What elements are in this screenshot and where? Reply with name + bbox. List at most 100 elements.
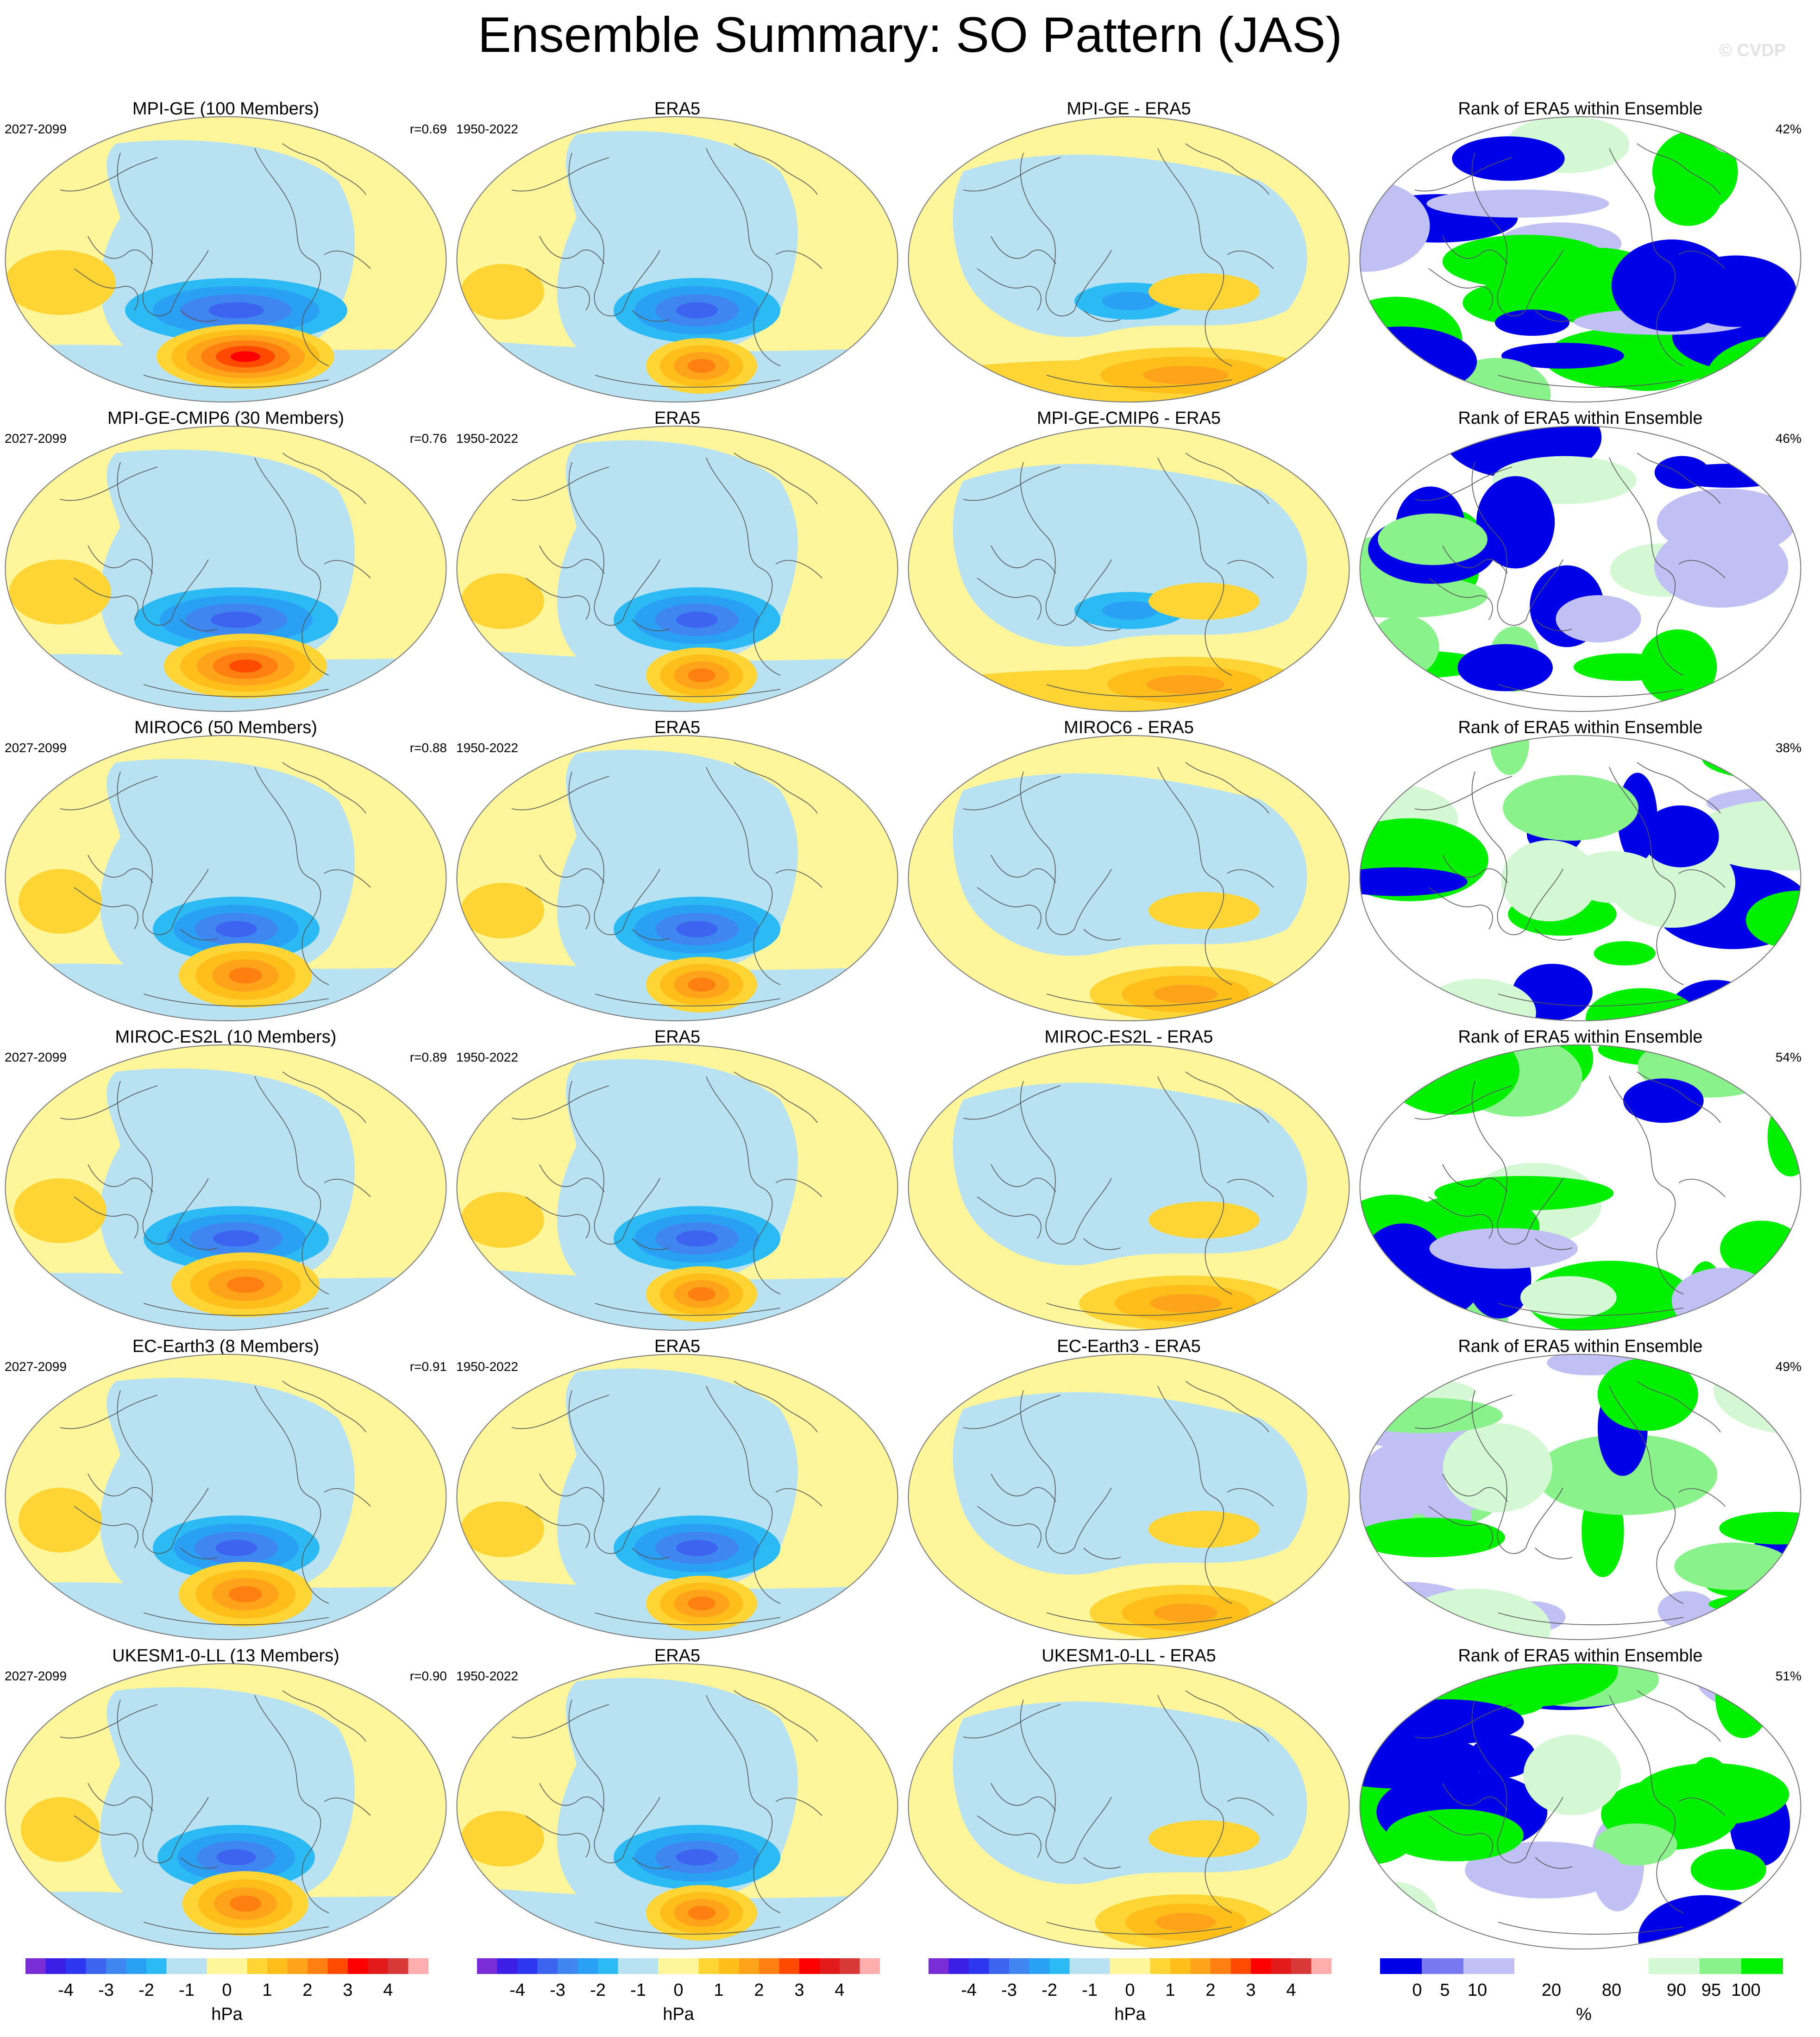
colorbar-tick-label: 1 [262,1980,272,2000]
colorbar-swatch [618,1958,639,1974]
colorbar-tick-label: 0 [222,1980,232,2000]
colorbar-swatch [1009,1958,1029,1974]
colorbar-swatch [658,1958,679,1974]
colorbar-swatch [308,1958,328,1974]
panel-title: ERA5 [654,409,701,428]
colorbar-swatches [25,1958,429,1974]
colorbar-tick-label: -4 [509,1980,525,2000]
colorbar-swatch [247,1958,268,1974]
panel-title: ERA5 [654,718,701,737]
colorbar-swatches [929,1958,1332,1974]
rank-map [1359,426,1801,712]
panel-title: MIROC6 (50 Members) [134,718,317,737]
colorbar-swatch [1090,1958,1110,1974]
panel-title: Rank of ERA5 within Ensemble [1458,99,1703,119]
correlation-label: r=0.91 [409,1359,447,1374]
colorbar-tick-label: 90 [1666,1980,1687,2000]
colorbar-tick-label: -1 [630,1980,646,2000]
colorbar-tick-label: -1 [179,1980,195,2000]
colorbar-swatch [1211,1958,1231,1974]
colorbar-swatch [1150,1958,1171,1974]
colorbar-swatch [698,1958,719,1974]
colorbar-swatch [1049,1958,1070,1974]
colorbar-swatch [287,1958,308,1974]
era5-map [456,426,898,712]
page-title: Ensemble Summary: SO Pattern (JAS) [477,6,1343,63]
correlation-label: r=0.76 [409,431,447,446]
colorbar-swatch [1110,1958,1130,1974]
hpa-colorbar: -4 -3 -2 -1 0 1 2 3 4 hPa [929,1958,1332,2032]
diff-map [908,1044,1350,1331]
ensemble-mean-panel: MIROC-ES2L (10 Members) 2027-2099 r=0.89 [0,1025,452,1331]
diff-map [908,735,1350,1021]
colorbar-swatch [517,1958,538,1974]
rank-percent-label: 54% [1775,1050,1801,1064]
colorbar-swatches [1380,1958,1783,1974]
era5-panel: ERA5 1950-2022 [452,716,903,1022]
panel-title: UKESM1-0-LL (13 Members) [112,1646,339,1666]
colorbar-tick-label: 10 [1467,1980,1487,2000]
rank-panel: Rank of ERA5 within Ensemble 42% [1355,97,1806,403]
ens-map [5,735,447,1021]
panel-title: MPI-GE (100 Members) [132,99,320,119]
colorbar-swatch [1463,1958,1514,1974]
colorbar-swatch [1170,1958,1191,1974]
colorbar-swatch [948,1958,969,1974]
ensemble-mean-panel: MIROC6 (50 Members) 2027-2099 r=0.88 [0,716,452,1022]
colorbar-tick-label: 4 [1286,1980,1296,2000]
years-label: 1950-2022 [456,1050,518,1064]
colorbar-tick-label: -4 [58,1980,74,2000]
colorbar-swatch [537,1958,558,1974]
rank-percent-label: 51% [1775,1669,1801,1683]
years-label: 2027-2099 [5,431,67,446]
colorbar-swatch [86,1958,107,1974]
colorbar-swatch [1069,1958,1090,1974]
colorbar-unit-label: % [1576,2005,1592,2024]
era5-panel: ERA5 1950-2022 [452,1644,903,1950]
colorbar-swatch [929,1958,949,1974]
colorbar-swatch [577,1958,598,1974]
panel-title: MIROC-ES2L (10 Members) [115,1027,337,1047]
colorbar-swatch [327,1958,348,1974]
colorbar-unit-label: hPa [1114,2005,1146,2024]
colorbar-swatch [388,1958,408,1974]
watermark: © CVDP [1719,41,1786,60]
rank-map [1359,1354,1801,1640]
diff-map [908,1354,1350,1640]
panel-title: ERA5 [654,1646,701,1666]
diff-map [908,116,1350,402]
colorbar-swatch [779,1958,800,1974]
panel-title: MPI-GE - ERA5 [1067,99,1191,119]
colorbar-swatch [989,1958,1010,1974]
hpa-colorbar: -4 -3 -2 -1 0 1 2 3 4 hPa [477,1958,880,2032]
colorbar-swatch [368,1958,389,1974]
colorbar-tick-label: 3 [343,1980,353,2000]
colorbar-tick-label: 0 [673,1980,684,2000]
colorbar-tick-label: 2 [302,1980,313,2000]
colorbar-swatch [860,1958,880,1974]
colorbar-swatch [1271,1958,1292,1974]
correlation-label: r=0.89 [409,1050,447,1064]
correlation-label: r=0.69 [409,122,447,136]
colorbar-swatch [1311,1958,1332,1974]
colorbar-swatch [1190,1958,1211,1974]
colorbar-tick-label: 5 [1440,1980,1450,2000]
colorbar-unit-label: hPa [663,2005,694,2024]
colorbar-swatch [1380,1958,1422,1974]
rank-percent-label: 49% [1775,1359,1801,1374]
colorbar-tick-label: 1 [714,1980,724,2000]
colorbar-swatch [638,1958,659,1974]
colorbar-swatch [719,1958,739,1974]
ensemble-mean-panel: MPI-GE (100 Members) 2027-2099 r=0.69 [0,97,452,403]
colorbar-swatch [106,1958,126,1974]
colorbar-tick-label: -4 [961,1980,977,2000]
colorbar-swatch [799,1958,820,1974]
hpa-colorbar: -4 -3 -2 -1 0 1 2 3 4 hPa [25,1958,429,2032]
colorbar-swatch [187,1958,207,1974]
panel-title: MIROC6 - ERA5 [1064,718,1194,737]
difference-panel: MPI-GE-CMIP6 - ERA5 [903,407,1355,712]
panel-title: ERA5 [654,1337,701,1356]
colorbar-swatch [348,1958,368,1974]
colorbar-swatch [739,1958,759,1974]
panel-title: EC-Earth3 - ERA5 [1057,1337,1201,1356]
